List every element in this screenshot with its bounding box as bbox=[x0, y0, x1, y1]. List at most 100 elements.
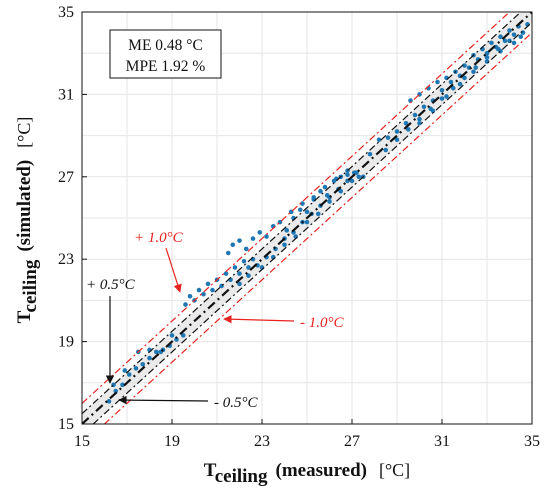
data-point bbox=[174, 337, 179, 342]
data-point bbox=[205, 281, 211, 287]
data-point bbox=[430, 108, 436, 114]
data-point bbox=[507, 38, 512, 44]
x-axis-unit: [°C] bbox=[379, 460, 410, 480]
data-point bbox=[498, 34, 503, 40]
y-tick-label: 35 bbox=[58, 4, 74, 21]
data-point bbox=[246, 265, 251, 270]
data-point bbox=[327, 199, 332, 204]
data-point bbox=[444, 94, 449, 99]
data-point bbox=[122, 368, 128, 373]
data-point bbox=[417, 120, 422, 126]
y-axis-label: Tceiling (simulated) [°C] bbox=[14, 117, 41, 324]
reference-line bbox=[82, 12, 522, 415]
x-tick-label: 31 bbox=[434, 433, 450, 450]
data-point bbox=[462, 63, 467, 68]
annotation-plus-1: + 1.0°C bbox=[134, 230, 184, 246]
data-point bbox=[439, 87, 445, 93]
y-tick-label: 19 bbox=[58, 334, 74, 351]
data-point bbox=[394, 137, 400, 143]
data-point bbox=[241, 258, 247, 264]
x-axis-ticks: 15 19 23 27 31 35 bbox=[74, 419, 540, 450]
data-point bbox=[511, 40, 517, 46]
data-point bbox=[147, 355, 152, 361]
data-point bbox=[412, 112, 418, 118]
data-point bbox=[383, 147, 389, 153]
data-point bbox=[311, 195, 317, 200]
y-axis-unit: [°C] bbox=[14, 117, 34, 148]
stat-me: ME 0.48 °C bbox=[128, 37, 203, 54]
data-point bbox=[450, 85, 456, 91]
reference-lines bbox=[82, 12, 532, 424]
y-axis-label-main: T bbox=[14, 310, 35, 323]
annotation-minus-1: - 1.0°C bbox=[300, 315, 344, 331]
data-point bbox=[502, 38, 508, 44]
annotation-minus-05: - 0.5°C bbox=[214, 395, 258, 411]
data-point bbox=[462, 75, 467, 81]
data-point bbox=[351, 170, 357, 175]
data-point bbox=[230, 242, 236, 248]
data-point bbox=[448, 79, 454, 85]
plot-frame bbox=[81, 11, 533, 425]
data-point bbox=[106, 399, 112, 404]
data-point bbox=[322, 184, 328, 190]
data-point bbox=[180, 333, 186, 338]
data-point bbox=[473, 65, 479, 70]
data-point bbox=[484, 50, 490, 56]
data-point bbox=[237, 281, 242, 287]
x-axis-label-main: T bbox=[204, 460, 217, 481]
x-axis-label-rest: (measured) bbox=[276, 460, 367, 481]
data-point bbox=[183, 302, 188, 307]
data-point bbox=[257, 230, 263, 235]
data-point bbox=[405, 127, 411, 132]
data-point bbox=[318, 188, 323, 194]
data-point bbox=[304, 219, 310, 225]
data-point bbox=[489, 40, 494, 46]
data-point bbox=[169, 333, 175, 338]
data-point bbox=[338, 188, 344, 194]
data-point bbox=[403, 120, 409, 126]
reference-line bbox=[103, 32, 532, 424]
y-axis-ticks: 15 19 23 27 31 35 bbox=[58, 4, 87, 433]
stat-mpe: MPE 1.92 % bbox=[126, 58, 206, 75]
data-point bbox=[315, 211, 321, 217]
y-tick-label: 31 bbox=[58, 86, 74, 103]
x-tick-label: 19 bbox=[164, 433, 180, 450]
data-point bbox=[435, 79, 440, 85]
data-point bbox=[225, 250, 231, 256]
data-point bbox=[232, 265, 238, 270]
data-point bbox=[282, 242, 287, 248]
data-point bbox=[511, 32, 517, 37]
data-point bbox=[223, 271, 229, 276]
data-point bbox=[120, 382, 125, 388]
x-tick-label: 35 bbox=[524, 433, 540, 450]
data-point bbox=[196, 287, 202, 293]
stats-box bbox=[109, 29, 222, 79]
arrow-plus-1 bbox=[165, 247, 182, 293]
data-point bbox=[417, 116, 422, 122]
data-point bbox=[246, 273, 251, 278]
reference-line bbox=[82, 12, 511, 404]
x-axis-label-sub: ceiling bbox=[215, 466, 268, 487]
data-point bbox=[484, 55, 490, 60]
x-tick-label: 15 bbox=[74, 433, 90, 450]
data-point bbox=[421, 104, 427, 110]
x-axis-label: Tceiling (measured) [°C] bbox=[204, 460, 410, 487]
data-point bbox=[471, 69, 476, 75]
data-point bbox=[237, 238, 242, 243]
data-point bbox=[367, 151, 373, 157]
data-point bbox=[507, 28, 512, 33]
y-tick-label: 23 bbox=[58, 251, 74, 268]
y-tick-label: 15 bbox=[58, 416, 74, 433]
data-point bbox=[250, 236, 256, 241]
data-point bbox=[210, 287, 215, 293]
data-point bbox=[349, 178, 355, 184]
reference-line bbox=[82, 12, 532, 424]
data-point bbox=[243, 246, 249, 252]
data-point bbox=[385, 135, 391, 140]
data-point bbox=[376, 137, 382, 143]
data-point bbox=[201, 291, 206, 297]
data-point bbox=[345, 172, 350, 178]
data-point bbox=[187, 293, 193, 299]
annotation-plus-05: + 0.5°C bbox=[86, 277, 136, 293]
